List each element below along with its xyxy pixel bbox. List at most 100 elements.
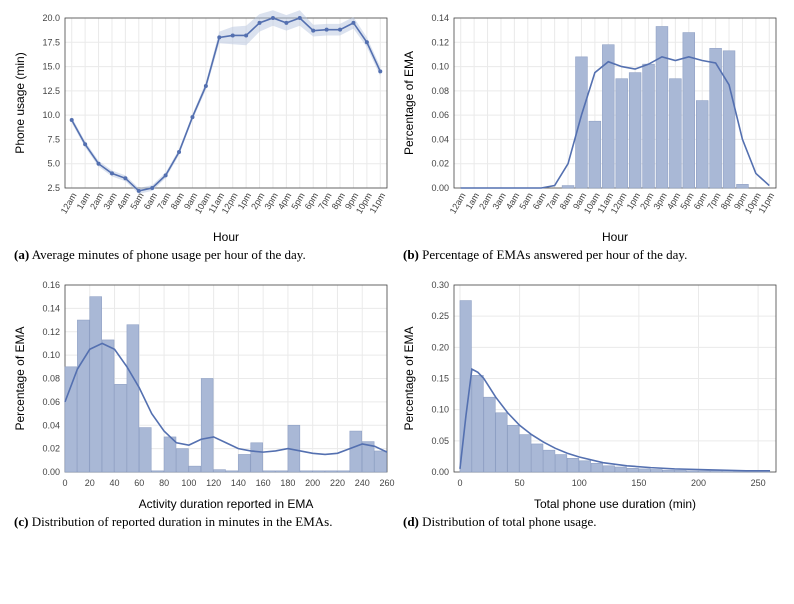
svg-text:0: 0 bbox=[62, 478, 67, 488]
svg-text:0.00: 0.00 bbox=[431, 467, 449, 477]
svg-text:100: 100 bbox=[572, 478, 587, 488]
svg-text:200: 200 bbox=[691, 478, 706, 488]
svg-text:6pm: 6pm bbox=[692, 191, 709, 211]
caption-text-b: Percentage of EMAs answered per hour of … bbox=[422, 247, 687, 262]
svg-text:8pm: 8pm bbox=[330, 191, 347, 211]
svg-text:Percentage of EMA: Percentage of EMA bbox=[402, 327, 416, 431]
svg-text:6am: 6am bbox=[142, 191, 159, 211]
svg-text:150: 150 bbox=[631, 478, 646, 488]
svg-text:2am: 2am bbox=[477, 191, 494, 211]
svg-text:0.14: 0.14 bbox=[42, 304, 60, 314]
svg-text:0.20: 0.20 bbox=[431, 343, 449, 353]
svg-text:Total phone use duration (min): Total phone use duration (min) bbox=[534, 497, 696, 511]
svg-text:4pm: 4pm bbox=[665, 191, 682, 211]
svg-text:5am: 5am bbox=[517, 191, 534, 211]
svg-text:15.0: 15.0 bbox=[42, 62, 60, 72]
svg-text:8pm: 8pm bbox=[719, 191, 736, 211]
caption-text-c: Distribution of reported duration in min… bbox=[32, 514, 333, 529]
svg-text:1am: 1am bbox=[75, 191, 92, 211]
svg-text:180: 180 bbox=[280, 478, 295, 488]
svg-text:0.02: 0.02 bbox=[42, 444, 60, 454]
svg-text:40: 40 bbox=[110, 478, 120, 488]
svg-text:7.5: 7.5 bbox=[47, 134, 60, 144]
svg-text:60: 60 bbox=[134, 478, 144, 488]
svg-text:8am: 8am bbox=[558, 191, 575, 211]
svg-text:2pm: 2pm bbox=[638, 191, 655, 211]
svg-text:100: 100 bbox=[181, 478, 196, 488]
panel-b-caption: (b) Percentage of EMAs answered per hour… bbox=[399, 245, 784, 277]
svg-text:7pm: 7pm bbox=[705, 191, 722, 211]
panel-d-caption: (d) Distribution of total phone usage. bbox=[399, 512, 784, 544]
svg-text:0.06: 0.06 bbox=[431, 110, 449, 120]
svg-text:0.00: 0.00 bbox=[42, 467, 60, 477]
svg-text:140: 140 bbox=[231, 478, 246, 488]
svg-text:220: 220 bbox=[330, 478, 345, 488]
caption-label-a: (a) bbox=[14, 247, 29, 262]
svg-text:0.16: 0.16 bbox=[42, 280, 60, 290]
svg-text:260: 260 bbox=[379, 478, 394, 488]
svg-text:0.12: 0.12 bbox=[431, 37, 449, 47]
svg-text:2.5: 2.5 bbox=[47, 183, 60, 193]
caption-label-b: (b) bbox=[403, 247, 419, 262]
svg-text:0.25: 0.25 bbox=[431, 311, 449, 321]
svg-text:0.10: 0.10 bbox=[431, 405, 449, 415]
panel-c-caption: (c) Distribution of reported duration in… bbox=[10, 512, 395, 544]
svg-text:4am: 4am bbox=[504, 191, 521, 211]
svg-text:Hour: Hour bbox=[602, 230, 628, 244]
panel-a-chart: 2.55.07.510.012.515.017.520.012am1am2am3… bbox=[10, 10, 395, 245]
svg-text:240: 240 bbox=[355, 478, 370, 488]
svg-text:200: 200 bbox=[305, 478, 320, 488]
svg-text:7am: 7am bbox=[155, 191, 172, 211]
svg-text:0.10: 0.10 bbox=[431, 62, 449, 72]
svg-text:0.12: 0.12 bbox=[42, 327, 60, 337]
svg-text:3pm: 3pm bbox=[651, 191, 668, 211]
panel-a-caption: (a) Average minutes of phone usage per h… bbox=[10, 245, 395, 277]
svg-text:17.5: 17.5 bbox=[42, 37, 60, 47]
svg-text:Activity duration reported in: Activity duration reported in EMA bbox=[139, 497, 314, 511]
svg-text:Percentage of EMA: Percentage of EMA bbox=[402, 51, 416, 155]
panel-d-chart: 0.00 0.05 0.10 0.15 0.20 0.25 0.30 0 50 100 150 200… bbox=[399, 277, 784, 512]
svg-text:0.15: 0.15 bbox=[431, 374, 449, 384]
svg-text:3am: 3am bbox=[490, 191, 507, 211]
svg-text:4pm: 4pm bbox=[276, 191, 293, 211]
panel-b-chart: 0.000.020.040.060.080.100.120.1412am1am2… bbox=[399, 10, 784, 245]
svg-text:7am: 7am bbox=[544, 191, 561, 211]
svg-text:1pm: 1pm bbox=[625, 191, 642, 211]
svg-text:20.0: 20.0 bbox=[42, 13, 60, 23]
svg-text:8am: 8am bbox=[169, 191, 186, 211]
svg-text:0.14: 0.14 bbox=[431, 13, 449, 23]
caption-label-c: (c) bbox=[14, 514, 28, 529]
svg-text:0: 0 bbox=[457, 478, 462, 488]
svg-text:5pm: 5pm bbox=[289, 191, 306, 211]
svg-text:0.02: 0.02 bbox=[431, 159, 449, 169]
svg-text:12.5: 12.5 bbox=[42, 86, 60, 96]
svg-text:0.04: 0.04 bbox=[431, 134, 449, 144]
svg-text:250: 250 bbox=[751, 478, 766, 488]
svg-text:0.10: 0.10 bbox=[42, 350, 60, 360]
svg-text:0.08: 0.08 bbox=[42, 374, 60, 384]
caption-text-a: Average minutes of phone usage per hour … bbox=[32, 247, 306, 262]
svg-text:50: 50 bbox=[515, 478, 525, 488]
caption-text-d: Distribution of total phone usage. bbox=[422, 514, 596, 529]
svg-text:0.05: 0.05 bbox=[431, 436, 449, 446]
svg-text:1am: 1am bbox=[464, 191, 481, 211]
svg-text:0.06: 0.06 bbox=[42, 397, 60, 407]
svg-text:5pm: 5pm bbox=[678, 191, 695, 211]
svg-text:6am: 6am bbox=[531, 191, 548, 211]
caption-label-d: (d) bbox=[403, 514, 419, 529]
svg-text:160: 160 bbox=[256, 478, 271, 488]
svg-text:3am: 3am bbox=[101, 191, 118, 211]
svg-text:80: 80 bbox=[159, 478, 169, 488]
svg-text:4am: 4am bbox=[115, 191, 132, 211]
svg-text:6pm: 6pm bbox=[303, 191, 320, 211]
svg-text:5am: 5am bbox=[128, 191, 145, 211]
svg-text:120: 120 bbox=[206, 478, 221, 488]
svg-text:7pm: 7pm bbox=[316, 191, 333, 211]
svg-text:0.08: 0.08 bbox=[431, 86, 449, 96]
svg-text:Phone usage (min): Phone usage (min) bbox=[13, 52, 27, 153]
svg-text:3pm: 3pm bbox=[262, 191, 279, 211]
svg-text:Hour: Hour bbox=[213, 230, 239, 244]
svg-text:Percentage of EMA: Percentage of EMA bbox=[13, 327, 27, 431]
svg-text:0.30: 0.30 bbox=[431, 280, 449, 290]
svg-text:1pm: 1pm bbox=[236, 191, 253, 211]
